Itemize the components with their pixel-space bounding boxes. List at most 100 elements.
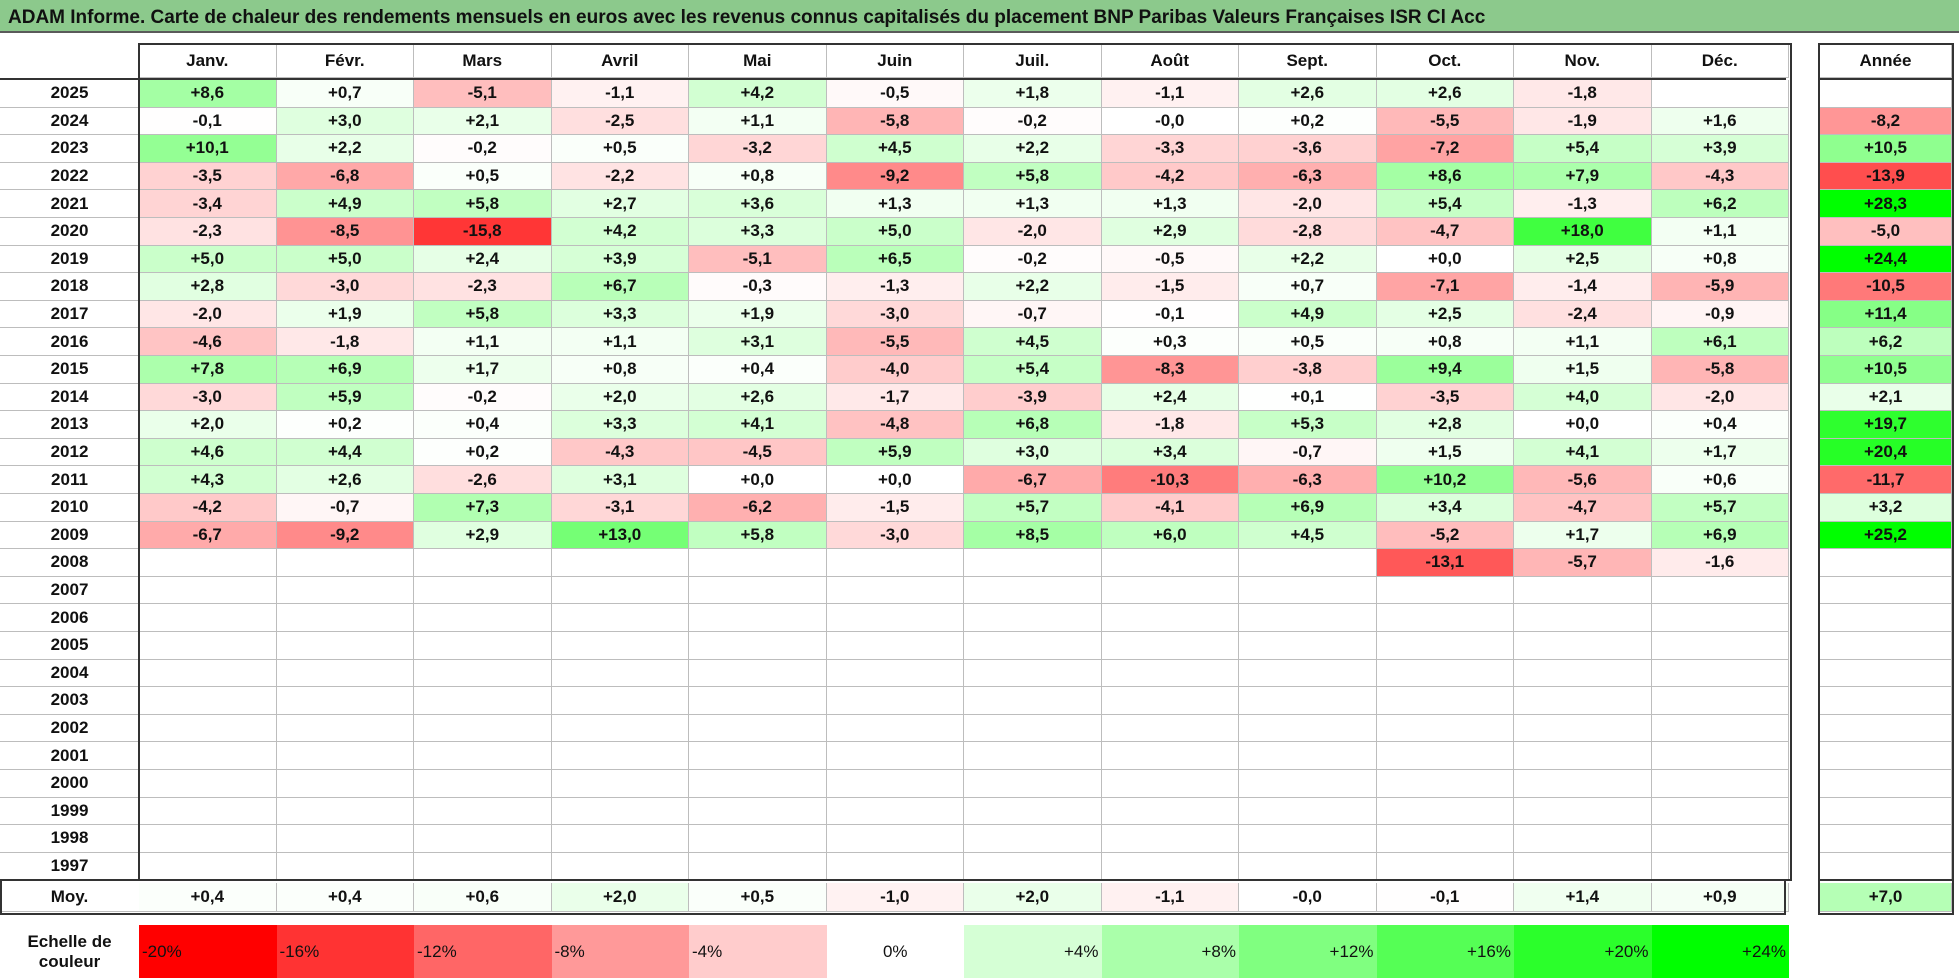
heatmap-cell: [1376, 576, 1514, 605]
month-header: Sept.: [1239, 44, 1377, 78]
heatmap-cell: [276, 742, 414, 770]
heatmap-cell: [1239, 825, 1377, 853]
heatmap-cell: -2,3: [139, 218, 277, 246]
color-scale-swatch: -16%: [276, 925, 414, 978]
heatmap-cell: [1239, 576, 1377, 605]
heatmap-cell: +0,8: [1651, 245, 1789, 274]
heatmap-cell: +2,2: [276, 135, 414, 163]
heatmap-cell: -0,3: [689, 273, 827, 301]
heatmap-cell: +2,6: [689, 383, 827, 412]
heatmap-cell: [1101, 576, 1239, 605]
heatmap-cell: -2,0: [139, 300, 277, 329]
annual-cell: [1820, 659, 1952, 688]
heatmap-cell: -3,8: [1239, 356, 1377, 384]
heatmap-cell: -2,5: [551, 107, 689, 136]
title-bar: ADAM Informe. Carte de chaleur des rende…: [0, 0, 1959, 33]
heatmap-cell: +5,9: [276, 383, 414, 412]
heatmap-cell: [1101, 852, 1239, 881]
heatmap-cell: +2,2: [964, 135, 1102, 163]
heatmap-cell: -6,3: [1239, 162, 1377, 191]
annual-cell: [1820, 852, 1952, 881]
color-scale-swatch: -12%: [414, 925, 552, 978]
heatmap-cell: [276, 714, 414, 743]
heatmap-cell: [139, 770, 277, 798]
heatmap-cell: [826, 825, 964, 853]
heatmap-cell: -3,0: [276, 273, 414, 301]
annual-cell: -11,7: [1820, 466, 1952, 494]
heatmap-cell: +1,8: [964, 80, 1102, 108]
heatmap-cell: +1,3: [826, 190, 964, 218]
annual-cell: +28,3: [1820, 190, 1952, 218]
heatmap-cell: [1514, 576, 1652, 605]
color-scale-swatch: +24%: [1651, 925, 1789, 978]
heatmap-cell: -0,7: [276, 494, 414, 522]
heatmap-cell: [1376, 852, 1514, 881]
heatmap-cell: [964, 825, 1102, 853]
heatmap-cell: [551, 659, 689, 688]
heatmap-cell: +3,3: [689, 218, 827, 246]
heatmap-cell: +2,5: [1376, 300, 1514, 329]
heatmap-cell: +1,9: [276, 300, 414, 329]
annual-cell: +2,1: [1820, 383, 1952, 412]
heatmap-cell: -3,5: [1376, 383, 1514, 412]
heatmap-cell: +1,1: [689, 107, 827, 136]
heatmap-cell: [551, 770, 689, 798]
row-year-label: 2000: [0, 770, 139, 798]
heatmap-cell: [964, 604, 1102, 632]
heatmap-cell: -5,6: [1514, 466, 1652, 494]
heatmap-cell: +0,1: [1239, 383, 1377, 412]
heatmap-cell: [826, 632, 964, 660]
average-cell: -0,0: [1239, 883, 1377, 912]
row-year-label: 2020: [0, 218, 139, 246]
heatmap-cell: -1,6: [1651, 549, 1789, 577]
heatmap-cell: +0,8: [551, 356, 689, 384]
heatmap-cell: +4,3: [139, 466, 277, 494]
month-header: Déc.: [1651, 44, 1789, 78]
heatmap-cell: -4,3: [1651, 162, 1789, 191]
heatmap-cell: +3,0: [964, 438, 1102, 467]
heatmap-cell: -5,5: [1376, 107, 1514, 136]
heatmap-cell: [1376, 714, 1514, 743]
row-year-label: 2001: [0, 742, 139, 770]
heatmap-cell: +9,4: [1376, 356, 1514, 384]
heatmap-cell: [1514, 852, 1652, 881]
row-year-label: 2023: [0, 135, 139, 163]
heatmap-cell: +1,5: [1376, 438, 1514, 467]
row-year-label: 1999: [0, 797, 139, 826]
heatmap-cell: [1514, 714, 1652, 743]
heatmap-cell: -2,0: [964, 218, 1102, 246]
heatmap-cell: +6,8: [964, 411, 1102, 439]
average-cell: -0,1: [1376, 883, 1514, 912]
heatmap-cell: -10,3: [1101, 466, 1239, 494]
color-scale-swatch: +16%: [1376, 925, 1514, 978]
row-year-label: 2006: [0, 604, 139, 632]
heatmap-cell: -7,1: [1376, 273, 1514, 301]
heatmap-cell: [689, 742, 827, 770]
heatmap-cell: [1376, 742, 1514, 770]
color-scale-swatch: +12%: [1239, 925, 1377, 978]
heatmap-cell: [139, 604, 277, 632]
row-year-label: 2025: [0, 80, 139, 108]
heatmap-cell: +6,9: [1651, 521, 1789, 550]
heatmap-cell: +6,9: [276, 356, 414, 384]
heatmap-cell: +0,4: [414, 411, 552, 439]
heatmap-cell: [414, 687, 552, 715]
month-header: Juil.: [964, 44, 1102, 78]
heatmap-cell: +1,1: [1651, 218, 1789, 246]
heatmap-cell: [964, 852, 1102, 881]
heatmap-cell: [551, 742, 689, 770]
heatmap-cell: [1101, 742, 1239, 770]
heatmap-cell: [414, 825, 552, 853]
heatmap-cell: [276, 576, 414, 605]
heatmap-cell: +0,2: [1239, 107, 1377, 136]
color-scale-swatch: 0%: [826, 925, 964, 978]
heatmap-cell: +5,9: [826, 438, 964, 467]
heatmap-cell: -1,3: [1514, 190, 1652, 218]
heatmap-cell: +6,1: [1651, 328, 1789, 356]
heatmap-cell: -0,2: [414, 383, 552, 412]
heatmap-cell: -6,7: [139, 521, 277, 550]
heatmap-cell: [1376, 632, 1514, 660]
header-divider: [1818, 78, 1954, 80]
heatmap-cell: [1376, 687, 1514, 715]
heatmap-cell: -5,7: [1514, 549, 1652, 577]
